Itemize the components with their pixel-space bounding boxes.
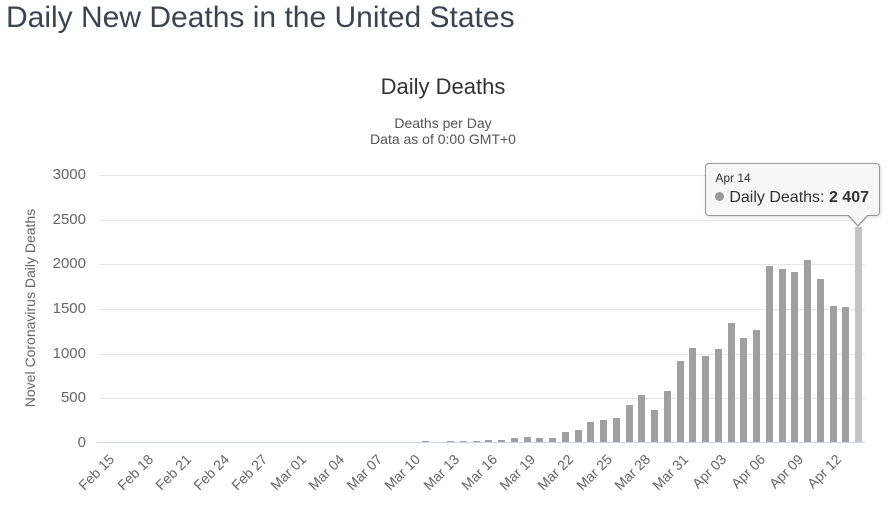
bar-apr-12[interactable] xyxy=(829,305,837,442)
chart-subtitle-line1: Deaths per Day xyxy=(394,115,492,131)
y-tick-label: 1500 xyxy=(52,300,86,317)
y-tick-label: 0 xyxy=(77,434,86,451)
y-tick-label: 2500 xyxy=(52,210,86,228)
bar-apr-11[interactable] xyxy=(816,278,824,442)
bar-mar-18[interactable] xyxy=(510,438,518,442)
x-tick-label: Mar 19 xyxy=(496,451,539,494)
bar-apr-06[interactable] xyxy=(753,329,761,442)
chart-subtitle-line2: Data as of 0:00 GMT+0 xyxy=(370,131,516,147)
x-tick-label: Mar 13 xyxy=(419,451,462,494)
x-tick-label: Apr 03 xyxy=(689,451,730,492)
tooltip-date: Apr 14 xyxy=(715,171,751,185)
y-tick-label: 500 xyxy=(60,389,86,407)
x-tick-label: Feb 18 xyxy=(113,451,156,494)
bar-mar-14[interactable] xyxy=(459,441,467,442)
x-tick-label: Mar 31 xyxy=(649,451,692,494)
y-tick-label: 1000 xyxy=(52,344,86,362)
x-tick-label: Feb 27 xyxy=(228,451,271,494)
bar-apr-13[interactable] xyxy=(842,307,850,442)
bar-mar-25[interactable] xyxy=(600,419,608,442)
x-tick-label: Mar 10 xyxy=(381,451,424,494)
bar-mar-19[interactable] xyxy=(523,436,531,442)
bar-mar-24[interactable] xyxy=(587,421,595,442)
bar-apr-03[interactable] xyxy=(714,349,722,442)
x-axis-line xyxy=(97,442,865,443)
tooltip-body: Daily Deaths: 2 407 xyxy=(715,189,869,207)
bar-mar-20[interactable] xyxy=(536,437,544,442)
x-tick-label: Mar 04 xyxy=(305,451,348,494)
bar-apr-10[interactable] xyxy=(804,260,812,442)
bar-mar-11[interactable] xyxy=(421,441,429,442)
x-tick-label: Mar 22 xyxy=(534,451,577,494)
x-tick-label: Mar 25 xyxy=(572,451,615,494)
x-tick-label: Mar 28 xyxy=(611,451,654,494)
gridline xyxy=(100,219,865,221)
bar-apr-04[interactable] xyxy=(727,323,735,442)
bar-apr-01[interactable] xyxy=(689,348,697,442)
bar-mar-31[interactable] xyxy=(676,360,684,442)
bar-mar-17[interactable] xyxy=(498,439,506,442)
tooltip-arrow-fill-icon xyxy=(848,214,868,225)
tooltip-value: 2 407 xyxy=(828,189,869,206)
x-tick-label: Mar 07 xyxy=(343,451,386,494)
gridline xyxy=(100,264,865,266)
gridline xyxy=(100,309,865,310)
x-tick-label: Feb 24 xyxy=(190,451,233,494)
plot-area xyxy=(97,175,865,443)
bar-apr-14[interactable] xyxy=(855,226,863,442)
bar-mar-16[interactable] xyxy=(485,440,493,442)
bar-apr-09[interactable] xyxy=(791,272,799,442)
page-title: Daily New Deaths in the United States xyxy=(6,1,515,34)
bar-apr-05[interactable] xyxy=(740,337,748,442)
x-tick-label: Apr 06 xyxy=(727,451,768,492)
y-tick-label: 2000 xyxy=(52,255,86,273)
bar-mar-29[interactable] xyxy=(651,409,659,442)
gridline xyxy=(100,398,865,400)
bar-mar-15[interactable] xyxy=(472,441,480,442)
bar-apr-07[interactable] xyxy=(765,266,773,442)
bar-mar-26[interactable] xyxy=(612,418,620,442)
bar-mar-30[interactable] xyxy=(663,390,671,442)
bar-mar-28[interactable] xyxy=(638,395,646,442)
tooltip-series-label: Daily Deaths: xyxy=(729,189,825,206)
x-tick-label: Mar 16 xyxy=(458,451,501,494)
y-tick-label: 3000 xyxy=(52,166,86,183)
series-marker-icon xyxy=(715,192,725,201)
x-tick-label: Apr 12 xyxy=(803,451,845,492)
gridline xyxy=(100,353,865,355)
bar-mar-13[interactable] xyxy=(447,441,455,442)
x-tick-label: Feb 15 xyxy=(75,451,118,494)
x-tick-label: Mar 01 xyxy=(266,451,309,494)
bar-apr-02[interactable] xyxy=(702,355,710,442)
bar-mar-27[interactable] xyxy=(625,405,633,442)
x-tick-label: Apr 09 xyxy=(765,451,807,492)
bar-mar-23[interactable] xyxy=(574,429,582,442)
bar-mar-21[interactable] xyxy=(549,437,557,442)
bar-apr-08[interactable] xyxy=(778,268,786,442)
chart-title: Daily Deaths xyxy=(380,74,506,99)
x-tick-label: Feb 21 xyxy=(152,451,195,494)
bar-mar-22[interactable] xyxy=(561,432,569,442)
gridline xyxy=(100,175,865,176)
tooltip: Apr 14 Daily Deaths: 2 407 xyxy=(705,163,880,227)
